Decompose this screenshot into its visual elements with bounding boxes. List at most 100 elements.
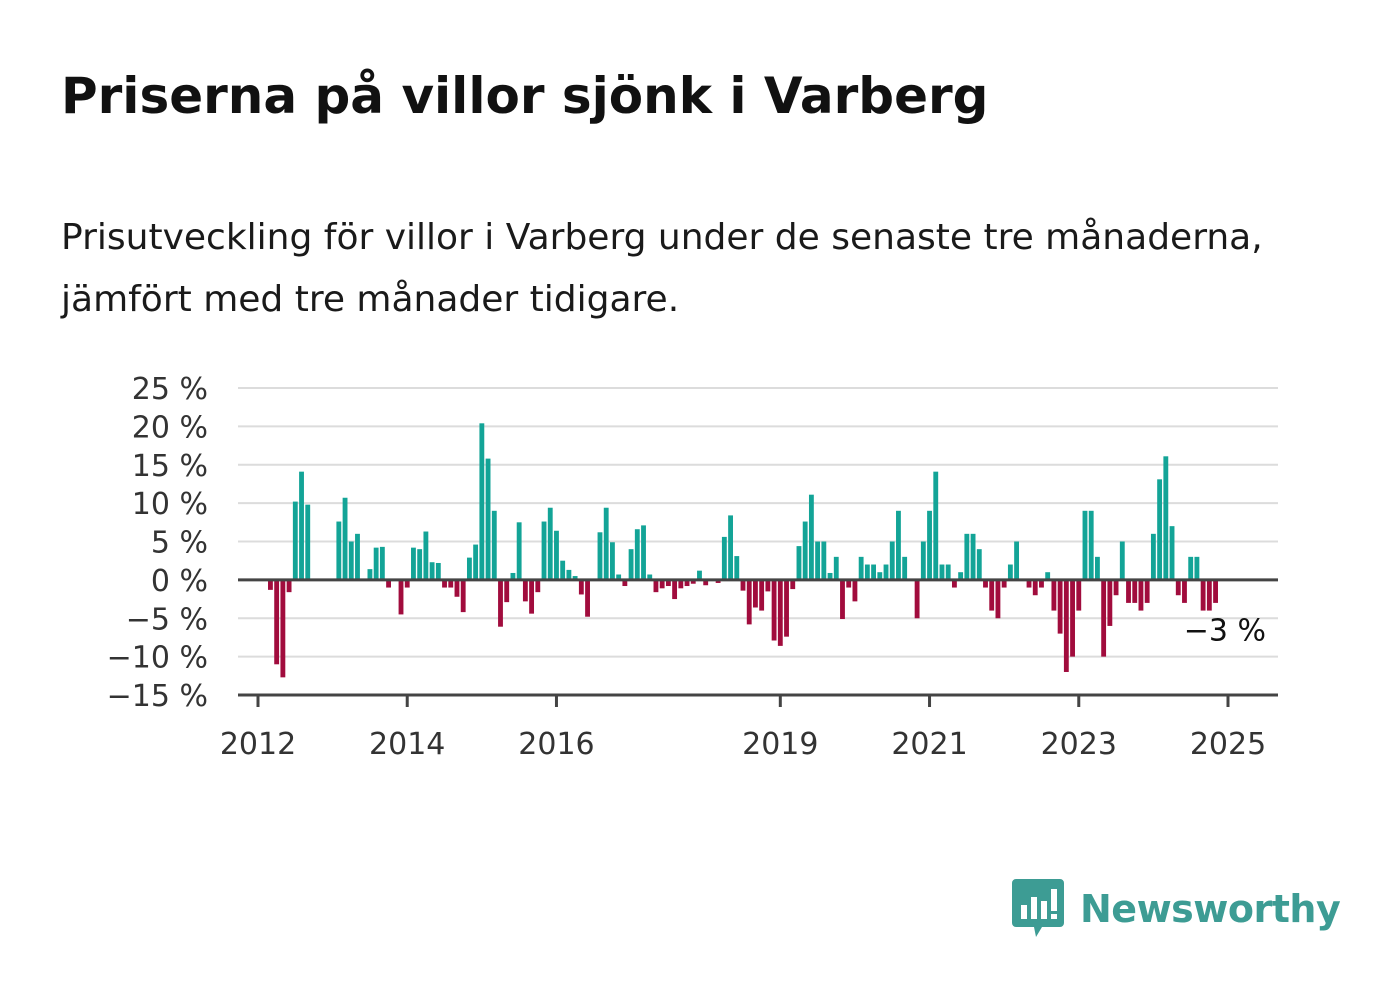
bar — [560, 560, 566, 580]
bar — [989, 579, 995, 611]
bar — [1194, 556, 1200, 580]
chart-title: Priserna på villor sjönk i Varberg — [61, 67, 989, 125]
bar — [721, 536, 727, 580]
bar — [616, 574, 622, 580]
bar — [827, 572, 833, 580]
bar — [858, 556, 864, 580]
bar — [373, 547, 379, 580]
bar — [1175, 579, 1181, 596]
bar — [833, 556, 839, 580]
bar — [927, 510, 932, 580]
last-value-label: −3 % — [1184, 613, 1266, 648]
bar — [529, 579, 535, 614]
bar — [1150, 533, 1156, 580]
bar — [473, 544, 479, 580]
tick-labels: −15 %−10 % −5 %0 %5 % 10 %15 % 20 %25 % 2012… — [107, 372, 1267, 762]
bar — [1001, 579, 1007, 588]
bar — [840, 579, 845, 620]
y-tick-label: −5 % — [126, 602, 208, 637]
bar — [597, 532, 603, 580]
y-tick-label: 0 % — [151, 564, 208, 599]
x-tick-label: 2012 — [220, 727, 296, 762]
bar — [753, 579, 758, 608]
bar — [1138, 579, 1144, 611]
bar — [1206, 579, 1212, 611]
bar — [460, 579, 466, 613]
bar — [355, 533, 360, 580]
bar — [777, 579, 783, 646]
x-tick-label: 2021 — [891, 727, 967, 762]
bar — [348, 541, 354, 580]
bar — [896, 510, 901, 580]
bar — [864, 564, 870, 580]
bar — [268, 579, 273, 590]
bar — [759, 579, 765, 611]
bar — [945, 564, 951, 580]
axes — [238, 578, 1278, 707]
bar — [510, 572, 516, 580]
bar — [659, 579, 665, 589]
bar — [976, 549, 982, 580]
bar — [802, 521, 808, 580]
bar — [1182, 579, 1187, 603]
bar — [504, 579, 510, 603]
bar — [790, 579, 796, 590]
bar — [541, 521, 547, 580]
bar — [641, 525, 646, 580]
bar — [995, 579, 1001, 619]
y-tick-label: 15 % — [132, 449, 208, 484]
bar — [448, 579, 454, 588]
brand-logo: Newsworthy — [1012, 879, 1341, 939]
y-tick-label: 25 % — [132, 372, 208, 407]
bar — [1169, 526, 1175, 580]
bar — [784, 579, 789, 637]
bar — [1163, 456, 1169, 580]
bar — [1107, 579, 1113, 626]
bar — [653, 579, 659, 593]
bar — [274, 579, 280, 665]
bar — [1119, 541, 1125, 580]
bar — [398, 579, 404, 615]
bar — [889, 541, 895, 580]
x-tick-label: 2023 — [1041, 727, 1117, 762]
bar — [846, 579, 852, 588]
bar — [871, 564, 876, 580]
bar — [746, 579, 752, 625]
bar — [883, 564, 889, 580]
bar — [740, 579, 746, 591]
bar — [547, 507, 553, 580]
bar — [808, 494, 814, 580]
bar — [411, 547, 416, 580]
x-tick-label: 2025 — [1190, 727, 1266, 762]
bar — [522, 579, 528, 602]
bar — [280, 579, 286, 678]
bar — [734, 556, 740, 580]
x-tick-label: 2019 — [742, 727, 818, 762]
bar — [703, 579, 709, 586]
bar — [491, 510, 497, 580]
bar — [1095, 556, 1100, 580]
chart-subtitle: Prisutveckling för villor i Varberg unde… — [61, 217, 1263, 320]
bar — [404, 579, 410, 588]
bar — [1039, 579, 1044, 588]
bar — [634, 529, 640, 580]
bar — [1132, 579, 1138, 603]
x-tick-label: 2014 — [369, 727, 445, 762]
bar — [939, 564, 945, 580]
bar — [466, 557, 472, 580]
bar — [697, 570, 702, 580]
bar — [1188, 556, 1194, 580]
bar — [585, 579, 590, 617]
bar — [305, 504, 311, 580]
bar — [728, 515, 733, 580]
bar — [423, 531, 429, 580]
bar — [647, 574, 653, 580]
brand-name: Newsworthy — [1080, 887, 1341, 931]
bar — [429, 562, 435, 580]
bar — [622, 579, 628, 587]
bar — [1126, 579, 1131, 603]
bar — [342, 497, 348, 580]
bar — [715, 579, 721, 583]
bar — [1213, 579, 1218, 603]
